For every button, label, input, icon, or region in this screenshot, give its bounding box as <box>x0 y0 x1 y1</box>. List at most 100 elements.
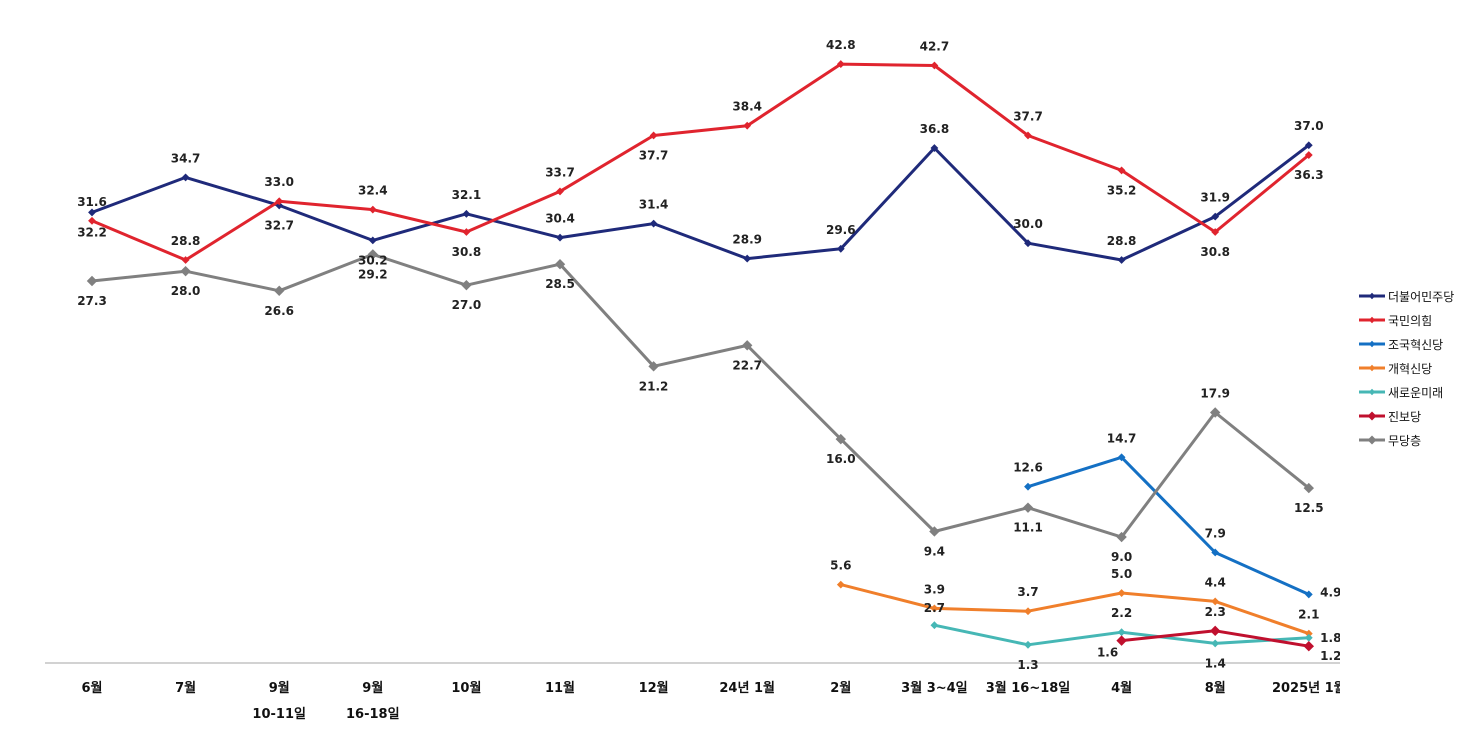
data-label: 30.0 <box>1013 217 1043 231</box>
data-point <box>743 254 752 263</box>
series-line <box>91 62 1310 262</box>
x-tick-label: 3월 3~4일 <box>901 680 967 696</box>
data-label: 30.4 <box>545 212 575 226</box>
data-point <box>930 61 939 70</box>
data-label: 22.7 <box>732 358 762 372</box>
x-tick-label: 9월 <box>362 680 383 696</box>
data-label: 42.8 <box>826 38 856 52</box>
data-label: 2.3 <box>1205 605 1226 619</box>
data-point <box>930 604 939 613</box>
data-label: 27.0 <box>452 298 482 312</box>
data-label: 28.8 <box>1107 234 1137 248</box>
data-point <box>556 233 564 242</box>
legend-item: 국민의힘 <box>1358 308 1478 332</box>
data-label: 2.7 <box>924 601 945 615</box>
data-point <box>461 279 472 291</box>
data-label: 16.0 <box>826 452 856 466</box>
data-point <box>648 361 659 372</box>
data-point <box>649 131 658 140</box>
x-tick-label: 2월 <box>830 680 851 696</box>
series-2 <box>1024 453 1313 599</box>
series-line <box>91 144 1310 262</box>
data-label: 12.5 <box>1294 501 1324 515</box>
data-label: 35.2 <box>1107 183 1137 197</box>
data-point <box>930 144 939 152</box>
data-point <box>1024 607 1032 616</box>
data-label: 32.2 <box>77 225 107 239</box>
x-tick-label: 3월 16~18일 <box>986 680 1071 696</box>
x-tick-label: 6월 <box>81 680 102 696</box>
data-point <box>1211 639 1220 648</box>
legend-label: 국민의힘 <box>1388 313 1433 328</box>
data-point <box>1211 548 1220 557</box>
data-label: 34.7 <box>171 151 201 165</box>
data-point <box>1024 482 1032 491</box>
data-label: 38.4 <box>732 100 762 114</box>
data-point <box>741 340 753 351</box>
data-label: 29.6 <box>826 223 856 237</box>
data-point <box>649 219 658 228</box>
series-4 <box>930 621 1313 649</box>
x-tick-label: 4월 <box>1111 680 1132 696</box>
data-point <box>743 121 752 130</box>
data-label: 2.2 <box>1111 606 1132 620</box>
data-point <box>1022 502 1034 513</box>
data-label: 37.7 <box>639 149 669 163</box>
data-point <box>836 60 845 68</box>
legend-item: 개혁신당 <box>1358 356 1478 380</box>
data-label: 26.6 <box>264 304 294 318</box>
data-label: 12.6 <box>1013 461 1043 475</box>
legend-swatch <box>1359 292 1385 300</box>
series-line <box>91 252 1310 539</box>
data-point <box>556 187 564 196</box>
data-label: 32.4 <box>358 184 388 198</box>
data-label: 5.0 <box>1111 567 1132 581</box>
data-label: 32.1 <box>452 188 482 202</box>
legend-swatch <box>1359 364 1385 372</box>
data-point <box>1117 256 1126 264</box>
data-point <box>1304 151 1313 159</box>
data-label: 33.0 <box>264 175 294 189</box>
data-point <box>1117 453 1126 462</box>
series-1 <box>88 60 1313 264</box>
data-point <box>1117 628 1126 637</box>
data-label: 1.8 <box>1320 631 1340 645</box>
data-point <box>181 173 190 182</box>
data-point <box>835 433 847 445</box>
series-line <box>1027 455 1310 596</box>
data-label: 3.9 <box>924 582 945 596</box>
data-point <box>368 236 377 245</box>
data-point <box>275 197 284 206</box>
x-tick-label: 24년 1월 <box>719 680 775 696</box>
data-point <box>86 275 98 287</box>
data-label: 1.2 <box>1320 649 1340 663</box>
legend-item: 조국혁신당 <box>1358 332 1478 356</box>
data-point <box>836 244 845 253</box>
x-tick-label-sub: 16-18일 <box>346 707 400 722</box>
data-point <box>1117 589 1126 597</box>
data-label: 37.7 <box>1013 110 1043 124</box>
data-label: 9.0 <box>1111 550 1132 564</box>
data-point <box>1116 635 1127 646</box>
series-line <box>840 583 1310 636</box>
data-label: 17.9 <box>1200 387 1230 401</box>
data-label: 3.7 <box>1017 585 1038 599</box>
data-label: 28.8 <box>171 234 201 248</box>
data-point <box>1024 239 1032 248</box>
series-6 <box>86 249 1315 543</box>
data-point <box>275 201 284 210</box>
data-point <box>1116 531 1127 543</box>
data-point <box>1304 590 1313 599</box>
legend-item: 무당층 <box>1358 428 1478 452</box>
legend-swatch <box>1359 435 1385 445</box>
data-point <box>929 526 940 537</box>
data-label: 31.9 <box>1200 191 1230 205</box>
data-point <box>930 621 939 630</box>
data-label: 1.3 <box>1017 658 1038 672</box>
data-label: 30.2 <box>358 253 388 267</box>
data-label: 11.1 <box>1013 521 1043 535</box>
legend-label: 진보당 <box>1388 409 1422 424</box>
data-label: 32.7 <box>264 218 294 232</box>
data-point <box>88 216 96 225</box>
x-tick-label: 10월 <box>451 680 481 696</box>
